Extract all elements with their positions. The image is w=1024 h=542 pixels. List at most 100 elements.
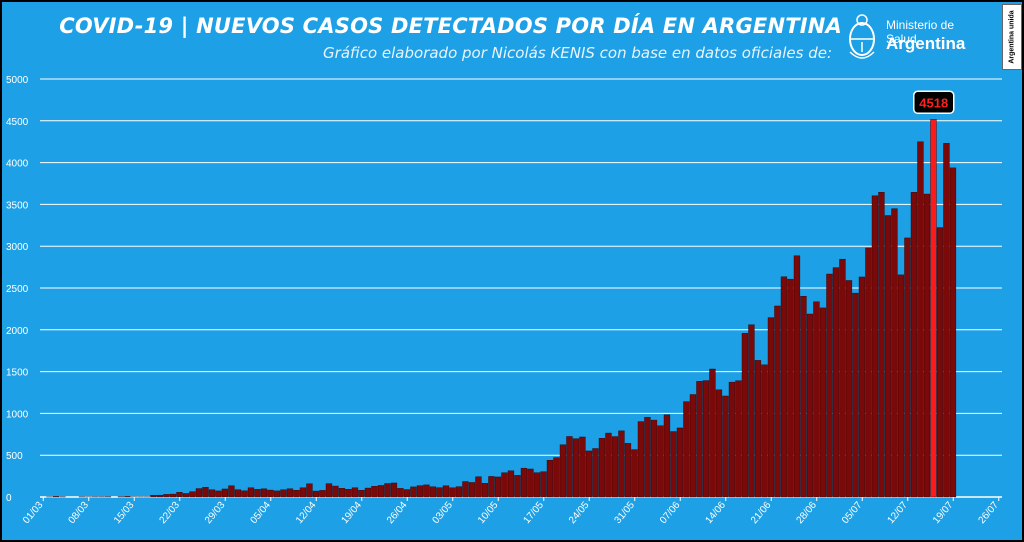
x-tick-label: 01/03 (21, 500, 46, 527)
bar (670, 431, 677, 498)
bar (364, 487, 372, 498)
bar (501, 472, 508, 498)
bar (488, 476, 495, 498)
bar (897, 274, 905, 498)
bar (839, 258, 846, 498)
argentina-unida-badge: Argentina unida (1002, 4, 1022, 70)
bar (696, 381, 703, 498)
bar (631, 449, 638, 498)
bar (943, 143, 950, 498)
bar (624, 443, 632, 498)
bar (306, 483, 313, 498)
bar (637, 421, 645, 498)
bar (299, 487, 307, 498)
bar (845, 280, 853, 498)
bar (832, 267, 840, 498)
x-tick-label: 05/04 (249, 500, 274, 527)
bar (884, 215, 892, 498)
bar (579, 436, 586, 498)
bar (52, 496, 60, 498)
bar (202, 487, 209, 498)
bar (397, 488, 404, 498)
bar (241, 490, 248, 498)
bar (702, 380, 710, 498)
bar (540, 471, 547, 498)
bar (592, 448, 599, 498)
bar (312, 490, 320, 498)
bar (761, 364, 768, 498)
bar (728, 381, 736, 498)
y-tick-label: 3000 (6, 242, 29, 253)
bar (293, 490, 300, 498)
bar (189, 491, 196, 498)
bar (176, 492, 183, 498)
bar (494, 476, 502, 498)
bar (878, 192, 885, 498)
y-tick-label: 3500 (6, 200, 29, 211)
bar (468, 482, 476, 498)
bar (852, 292, 859, 498)
bar (169, 493, 177, 498)
y-tick-label: 1000 (6, 409, 29, 420)
x-tick-label: 21/06 (749, 500, 774, 527)
bar (208, 489, 216, 498)
bar (533, 472, 541, 498)
bar (150, 495, 157, 498)
x-tick-label: 03/05 (431, 500, 456, 527)
bar (416, 485, 424, 498)
bar (917, 141, 924, 498)
bar (722, 395, 729, 498)
bar (611, 436, 619, 498)
x-tick-label: 28/06 (795, 500, 820, 527)
bar (774, 305, 781, 498)
x-tick-label: 19/07 (931, 500, 956, 527)
bar (936, 227, 944, 498)
bar (891, 208, 898, 498)
bar (507, 470, 515, 498)
bar (319, 490, 326, 498)
bar (527, 468, 534, 498)
bar (345, 489, 352, 498)
bar (124, 496, 131, 498)
bar (247, 487, 255, 498)
logo-country-text: Argentina (886, 34, 966, 53)
y-tick-label: 5000 (6, 75, 29, 86)
bar (715, 389, 723, 498)
bar (449, 487, 456, 498)
bar (520, 467, 528, 498)
bar (657, 425, 664, 498)
bar (182, 493, 190, 498)
bar (585, 450, 593, 498)
bar (800, 296, 807, 498)
x-tick-label: 26/07 (977, 500, 1002, 527)
x-tick-label: 31/05 (613, 500, 638, 527)
x-tick-label: 29/03 (203, 500, 228, 527)
bar (904, 237, 911, 498)
bar (358, 490, 365, 498)
bar (234, 489, 242, 498)
x-tick-label: 14/06 (704, 500, 729, 527)
bar (923, 193, 931, 498)
ministry-logo: Ministerio de Salud Argentina (844, 12, 984, 66)
x-tick-label: 26/04 (385, 500, 410, 527)
bar (384, 483, 391, 498)
bar (709, 368, 716, 498)
bar (260, 488, 268, 498)
bar (865, 247, 872, 498)
y-tick-label: 4000 (6, 159, 29, 170)
y-tick-label: 4500 (6, 117, 29, 128)
bar (949, 167, 957, 498)
y-tick-label: 0 (6, 493, 12, 504)
bar (754, 360, 762, 498)
logo-ministry-text: Ministerio de Salud (886, 18, 955, 46)
bar (462, 481, 469, 498)
chart-title: COVID-19 | NUEVOS CASOS DETECTADOS POR D… (59, 14, 842, 38)
bar (332, 485, 339, 498)
bar (767, 317, 775, 498)
bar (605, 432, 612, 498)
x-tick-label: 24/05 (567, 500, 592, 527)
x-tick-label: 05/07 (840, 500, 865, 527)
bar (455, 486, 463, 498)
bar (559, 444, 567, 498)
